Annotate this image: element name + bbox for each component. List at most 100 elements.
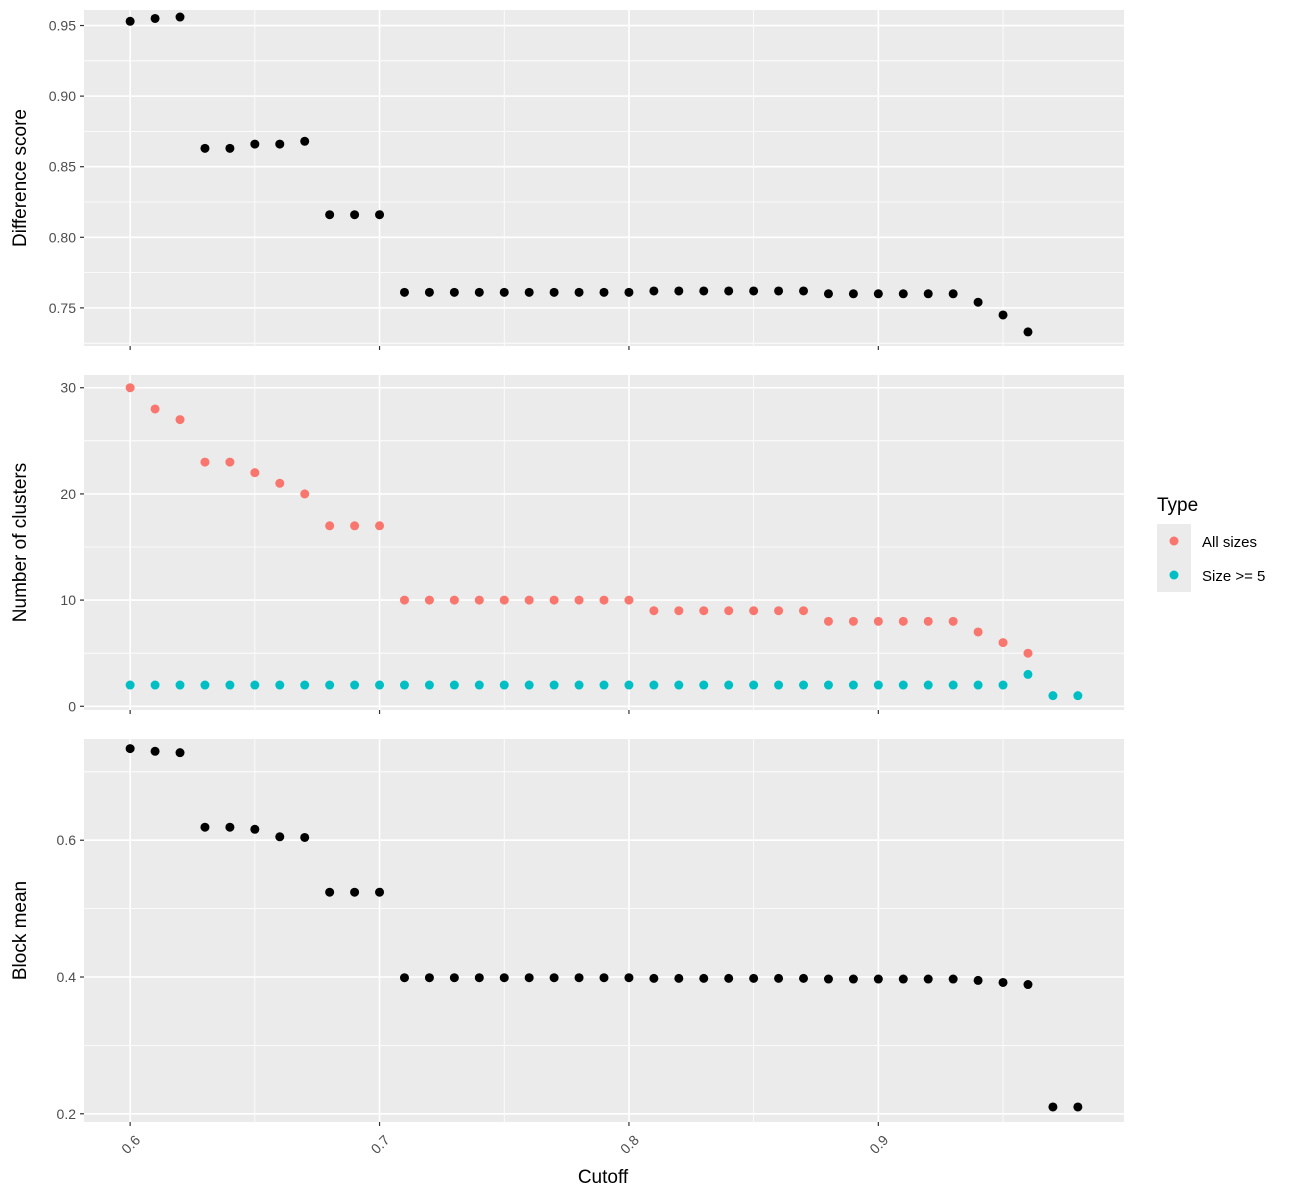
- series-size-5: [125, 669, 1083, 701]
- data-point: [774, 973, 784, 983]
- panel-background: [84, 375, 1124, 710]
- data-point: [674, 680, 684, 690]
- x-axis-title: Cutoff: [578, 1167, 629, 1188]
- data-point: [998, 310, 1008, 320]
- data-point: [674, 973, 684, 983]
- data-point: [848, 616, 858, 626]
- data-point: [973, 975, 983, 985]
- data-point: [823, 616, 833, 626]
- y-tick-label: 0.90: [49, 88, 76, 104]
- panels-layer: 0.75 0.80 0.85 0.90 0.95 Difference score 0 10 2…: [10, 10, 1124, 1157]
- data-point: [1023, 980, 1033, 990]
- data-point: [549, 973, 559, 983]
- data-point: [624, 287, 634, 297]
- data-point: [799, 680, 809, 690]
- data-point: [350, 210, 360, 220]
- data-point: [275, 139, 285, 149]
- data-point: [823, 974, 833, 984]
- data-point: [599, 680, 609, 690]
- data-point: [749, 973, 759, 983]
- data-point: [1073, 1102, 1083, 1112]
- data-point: [699, 680, 709, 690]
- data-point: [499, 287, 509, 297]
- series-0: [125, 12, 1033, 337]
- data-point: [549, 287, 559, 297]
- data-point: [774, 286, 784, 296]
- data-point: [350, 521, 360, 531]
- data-point: [699, 973, 709, 983]
- data-point: [524, 680, 534, 690]
- data-point: [923, 974, 933, 984]
- data-point: [1073, 691, 1083, 701]
- data-point: [973, 680, 983, 690]
- data-point: [200, 680, 210, 690]
- panel-difference-score: 0.75 0.80 0.85 0.90 0.95 Difference score: [10, 10, 1124, 350]
- legend-label-size-ge-5: Size >= 5: [1202, 568, 1265, 585]
- panel-number-of-clusters: 0 10 20 30 Number of clusters: [10, 375, 1124, 714]
- y-tick-label: 0: [68, 698, 76, 714]
- data-point: [125, 383, 135, 393]
- data-point: [649, 606, 659, 616]
- series-all-sizes: [125, 383, 1033, 658]
- data-point: [399, 595, 409, 605]
- series-0: [125, 744, 1083, 1112]
- data-point: [399, 973, 409, 983]
- data-point: [424, 595, 434, 605]
- legend-key-size-ge-5: [1169, 570, 1179, 580]
- data-point: [848, 680, 858, 690]
- data-point: [474, 595, 484, 605]
- data-point: [923, 289, 933, 299]
- data-point: [624, 595, 634, 605]
- data-point: [200, 143, 210, 153]
- y-tick-label: 0.80: [49, 229, 76, 245]
- x-tick-label: 0.6: [118, 1132, 143, 1157]
- data-point: [749, 680, 759, 690]
- data-point: [649, 973, 659, 983]
- legend: Type All sizes Size >= 5: [1157, 495, 1265, 592]
- data-point: [250, 139, 260, 149]
- data-point: [873, 289, 883, 299]
- data-point: [574, 595, 584, 605]
- legend-key-all-sizes: [1169, 536, 1179, 546]
- data-point: [375, 210, 385, 220]
- data-point: [1048, 691, 1058, 701]
- legend-label-all-sizes: All sizes: [1202, 534, 1257, 551]
- x-tick-label: 0.9: [866, 1132, 891, 1157]
- x-tick-label: 0.7: [368, 1132, 393, 1157]
- legend-title: Type: [1157, 495, 1198, 516]
- data-point: [300, 832, 310, 842]
- data-point: [375, 521, 385, 531]
- data-point: [125, 744, 135, 754]
- y-axis-title: Number of clusters: [10, 463, 31, 622]
- data-point: [125, 680, 135, 690]
- data-point: [200, 457, 210, 467]
- data-point: [275, 832, 285, 842]
- data-point: [424, 680, 434, 690]
- y-tick-label: 0.85: [49, 159, 76, 175]
- data-point: [799, 973, 809, 983]
- data-point: [574, 287, 584, 297]
- data-point: [873, 974, 883, 984]
- data-point: [624, 973, 634, 983]
- data-point: [250, 680, 260, 690]
- data-point: [424, 287, 434, 297]
- data-point: [499, 595, 509, 605]
- data-point: [823, 680, 833, 690]
- data-point: [300, 489, 310, 499]
- data-point: [549, 595, 559, 605]
- panel-background: [84, 739, 1124, 1122]
- data-point: [599, 595, 609, 605]
- data-point: [325, 887, 335, 897]
- data-point: [599, 973, 609, 983]
- data-point: [699, 286, 709, 296]
- data-point: [225, 822, 235, 832]
- data-point: [250, 824, 260, 834]
- data-point: [325, 521, 335, 531]
- data-point: [948, 974, 958, 984]
- y-tick-label: 0.6: [57, 832, 77, 848]
- data-point: [649, 680, 659, 690]
- data-point: [325, 210, 335, 220]
- data-point: [225, 457, 235, 467]
- data-point: [1023, 669, 1033, 679]
